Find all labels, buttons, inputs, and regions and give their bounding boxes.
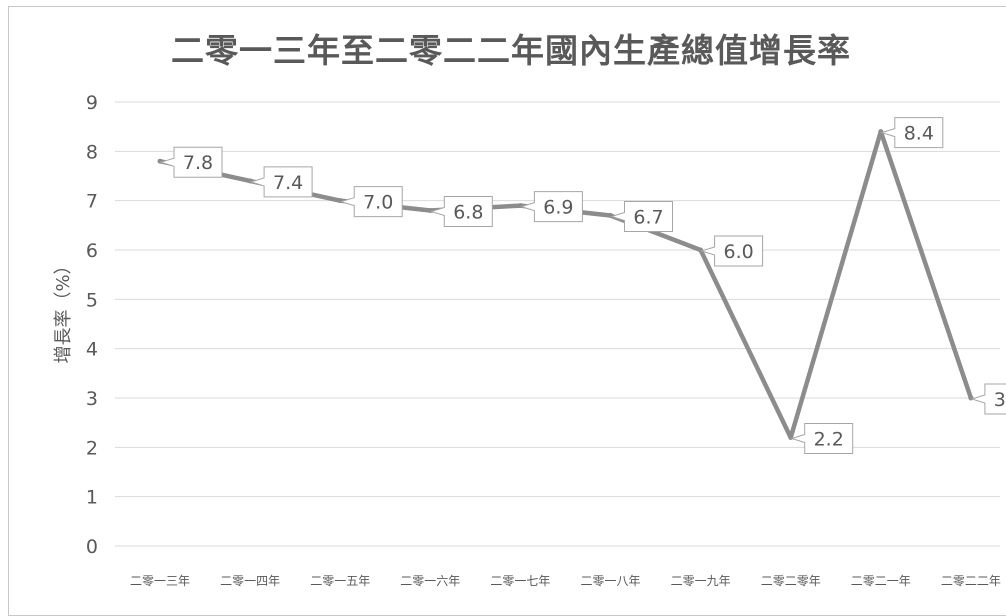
x-tick-label-2: 二零一四年 xyxy=(220,574,280,588)
y-tick-label-8: 8 xyxy=(86,141,98,163)
x-tick-label-9: 二零二一年 xyxy=(851,574,911,588)
x-tick-label-3: 二零一五年 xyxy=(310,574,370,588)
data-label-box-6 xyxy=(609,200,673,232)
data-label-box-8 xyxy=(789,422,854,454)
x-tick-label-8: 二零二零年 xyxy=(761,574,821,588)
data-label-box-9 xyxy=(880,117,944,149)
data-label-box-2 xyxy=(249,166,313,198)
data-label-box-5 xyxy=(519,191,583,223)
y-tick-label-3: 3 xyxy=(86,388,98,410)
y-tick-label-6: 6 xyxy=(86,240,98,262)
data-label-6: 6.7 xyxy=(633,206,663,228)
x-tick-label-4: 二零一六年 xyxy=(400,574,460,588)
data-label-5: 6.9 xyxy=(543,197,573,219)
data-label-box-7 xyxy=(699,235,764,267)
y-tick-label-4: 4 xyxy=(86,339,98,361)
data-label-4: 6.8 xyxy=(453,202,483,224)
data-label-group: 7.8 7.4 7.0 6.8 6.9 6.7 6.0 2.2 8.4 3.0 xyxy=(159,117,1006,454)
gridlines xyxy=(115,101,1000,547)
data-label-7: 6.0 xyxy=(723,241,753,263)
y-tick-label-1: 1 xyxy=(86,487,98,509)
x-tick-label-1: 二零一三年 xyxy=(130,574,190,588)
data-label-1: 7.8 xyxy=(183,152,213,174)
data-label-box-1 xyxy=(159,146,223,178)
x-tick-label-10: 二零二二年 xyxy=(941,574,1001,588)
chart-frame xyxy=(8,6,1006,616)
data-label-10: 3.0 xyxy=(994,389,1006,411)
data-label-8: 2.2 xyxy=(814,428,844,450)
data-label-box-3 xyxy=(339,186,403,218)
data-label-9: 8.4 xyxy=(904,123,934,145)
x-tick-label-5: 二零一七年 xyxy=(490,574,550,588)
data-label-box-4 xyxy=(429,196,493,228)
x-tick-label-7: 二零一九年 xyxy=(671,574,731,588)
data-label-3: 7.0 xyxy=(363,192,393,214)
y-axis-ticks: 0 1 2 3 4 5 6 7 8 9 xyxy=(86,92,98,558)
data-label-box-10 xyxy=(970,383,1006,415)
y-tick-label-5: 5 xyxy=(86,289,98,311)
data-label-2: 7.4 xyxy=(273,172,303,194)
chart-title: 二零一三年至二零二二年國內生產總值增長率 xyxy=(171,31,851,70)
x-tick-label-6: 二零一八年 xyxy=(580,574,640,588)
y-tick-label-9: 9 xyxy=(86,92,98,114)
y-tick-label-7: 7 xyxy=(86,191,98,213)
y-tick-label-2: 2 xyxy=(86,437,98,459)
y-tick-label-0: 0 xyxy=(86,536,98,558)
x-axis-ticks: 二零一三年 二零一四年 二零一五年 二零一六年 二零一七年 二零一八年 二零一九年 二零二零年… xyxy=(130,574,1001,588)
